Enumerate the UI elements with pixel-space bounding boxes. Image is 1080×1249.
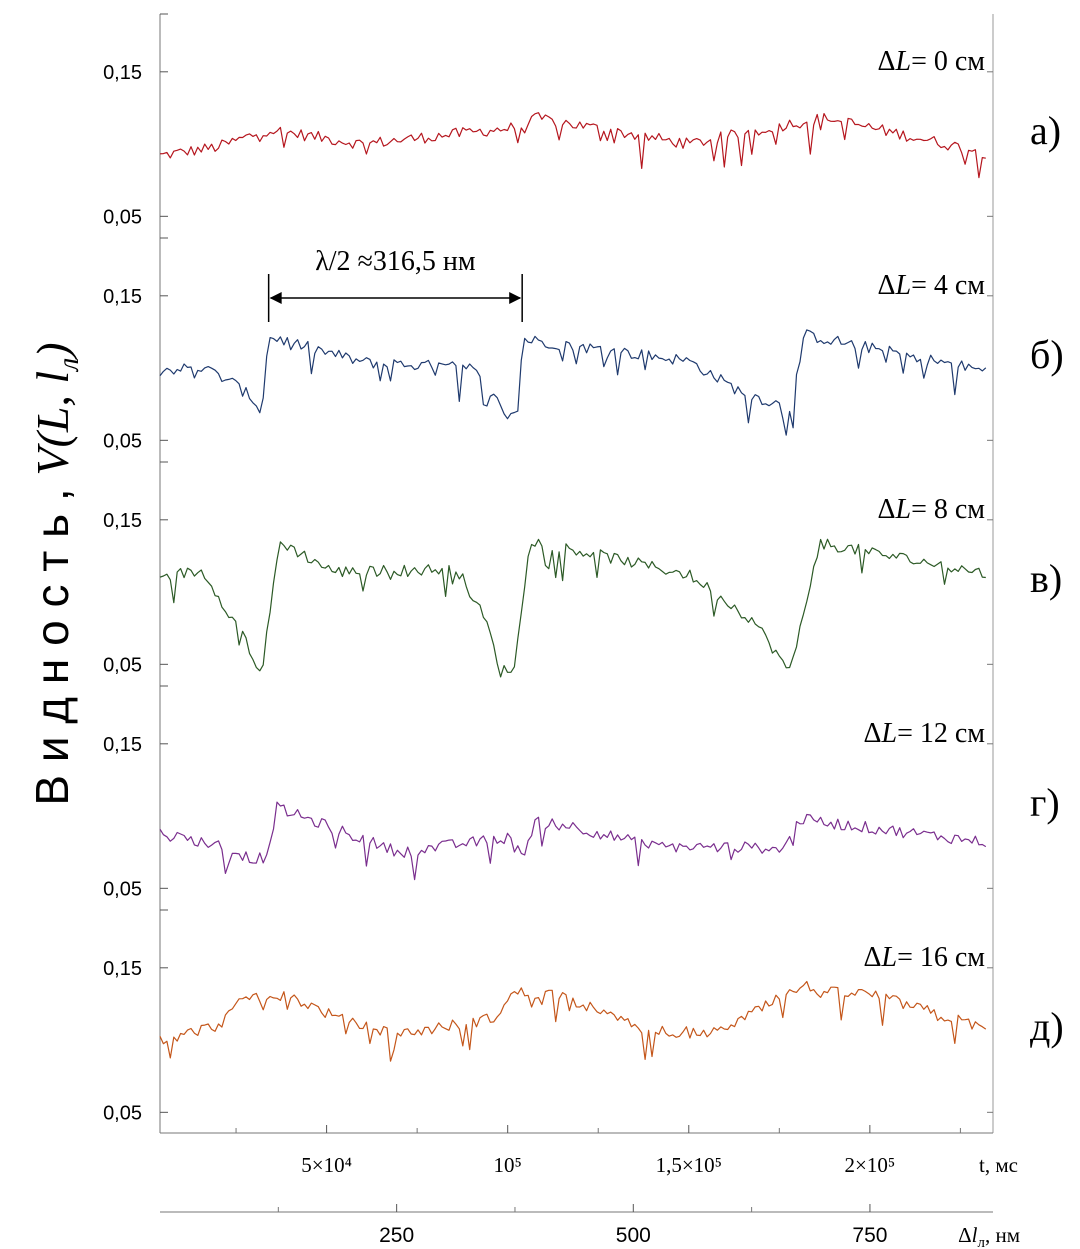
y-tick-label: 0,05 — [103, 1102, 142, 1124]
y-axis-title: В и д н о с т ь , V(L, lл) — [26, 342, 85, 805]
panel-title: ΔL= 16 см — [863, 942, 985, 973]
y-axis-label: В и д н о с т ь , V(L, lл) — [26, 342, 85, 805]
series-line-2 — [159, 329, 987, 436]
panel-letter: г) — [1030, 780, 1060, 825]
panel-title: ΔL= 0 см — [877, 46, 985, 77]
y-tick-label: 0,15 — [103, 958, 142, 980]
panel-title: ΔL= 4 см — [877, 270, 985, 301]
series-lines — [159, 112, 987, 1062]
annotation-arrowhead-left — [269, 292, 282, 304]
y-tick-label: 0,05 — [103, 654, 142, 676]
x-tick-label: 2×10⁵ — [845, 1153, 896, 1177]
x-tick-label: 5×10⁴ — [301, 1153, 352, 1177]
y-tick-label: 0,15 — [103, 510, 142, 532]
delta-tick-label: 500 — [616, 1224, 651, 1247]
delta-tick-label: 750 — [852, 1224, 887, 1247]
series-line-3 — [159, 538, 986, 678]
panel-title: ΔL= 12 см — [863, 718, 985, 749]
series-line-5 — [159, 980, 987, 1062]
series-line-4 — [159, 801, 987, 881]
panel-title: ΔL= 8 см — [877, 494, 985, 525]
x-tick-label: 10⁵ — [494, 1153, 522, 1177]
x-axis-ticks: 5×10⁴ 10⁵ 1,5×10⁵ 2×10⁵ t, мс 250 500 750 Δlл, н… — [235, 1125, 1020, 1249]
y-tick-label: 0,15 — [103, 62, 142, 84]
series-line-1 — [159, 112, 986, 179]
y-tick-label: 0,15 — [103, 734, 142, 756]
y-tick-label: 0,05 — [103, 206, 142, 228]
y-tick-label: 0,15 — [103, 286, 142, 308]
delta-tick-label: 250 — [379, 1224, 414, 1247]
wavelength-annotation: λ/2 ≈316,5 нм — [267, 246, 523, 322]
annotation-arrowhead-right — [509, 292, 522, 304]
y-tick-label: 0,05 — [103, 430, 142, 452]
annotation-text: λ/2 ≈316,5 нм — [315, 246, 476, 277]
x-unit-label: t, мс — [979, 1153, 1018, 1177]
y-tick-label: 0,05 — [103, 878, 142, 900]
panel-letter: б) — [1030, 332, 1064, 377]
plot-frame — [159, 14, 994, 1213]
panel-labels: ΔL= 0 см а) ΔL= 4 см б) ΔL= 8 см в) ΔL= 12 см г… — [863, 46, 1063, 1049]
x-tick-label: 1,5×10⁵ — [656, 1153, 722, 1177]
y-axis-ticks: 0,15 0,05 0,15 0,05 0,15 0,05 0,15 0,05 0,15 0,05 — [103, 13, 993, 1124]
panel-letter: д) — [1030, 1004, 1064, 1049]
panel-letter: а) — [1030, 108, 1061, 153]
delta-unit-label: Δlл, нм — [958, 1223, 1020, 1249]
panel-letter: в) — [1030, 556, 1062, 601]
